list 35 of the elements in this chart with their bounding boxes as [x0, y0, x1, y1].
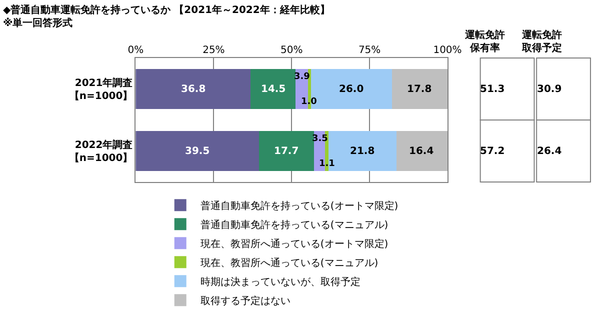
data-label: 39.5	[185, 146, 210, 157]
legend-label: 現在、教習所へ通っている(オートマ限定)	[200, 238, 388, 250]
legend-label: 現在、教習所へ通っている(マニュアル)	[200, 257, 378, 270]
text: 運転免許取得予定	[521, 29, 562, 54]
bar	[250, 68, 296, 110]
bar	[392, 68, 448, 110]
text: 30.9	[537, 84, 562, 95]
data-label: 26.0	[339, 84, 364, 95]
x-tick-label: 75%	[358, 45, 381, 56]
text: 51.3	[480, 84, 505, 95]
legend-label: 普通自動車免許を持っている(オートマ限定)	[200, 200, 398, 212]
bar	[258, 130, 314, 172]
data-label: 14.5	[261, 84, 286, 95]
legend-label: 時期は決まっていないが、取得予定	[200, 276, 360, 288]
text: 運転免許保有率	[464, 29, 505, 54]
text: 26.4	[537, 146, 562, 157]
y-tick-label: 2022年調査【n=1000】	[69, 139, 133, 164]
text: 57.2	[480, 146, 505, 157]
data-label: 16.4	[409, 146, 434, 157]
bar	[136, 130, 259, 172]
data-label: 36.8	[181, 84, 206, 95]
data-label: 17.7	[274, 146, 299, 157]
chart-title: ◆普通自動車運転免許を持っているか 【2021年～2022年：経年比較】	[3, 4, 330, 16]
bar	[396, 130, 448, 172]
y-tick-label: 2021年調査【n=1000】	[69, 77, 133, 102]
legend-label: 普通自動車免許を持っている(マニュアル)	[200, 219, 388, 232]
legend-label: 取得する予定はない	[200, 295, 290, 308]
data-label: 17.8	[407, 84, 432, 95]
text: ※単一回答形式	[3, 16, 73, 29]
bar	[136, 68, 250, 110]
data-label: 21.8	[350, 146, 375, 157]
x-tick-label: 25%	[202, 45, 225, 56]
x-tick-label: 0%	[128, 45, 144, 56]
x-tick-label: 50%	[280, 45, 303, 56]
x-tick-label: 100%	[433, 45, 462, 56]
